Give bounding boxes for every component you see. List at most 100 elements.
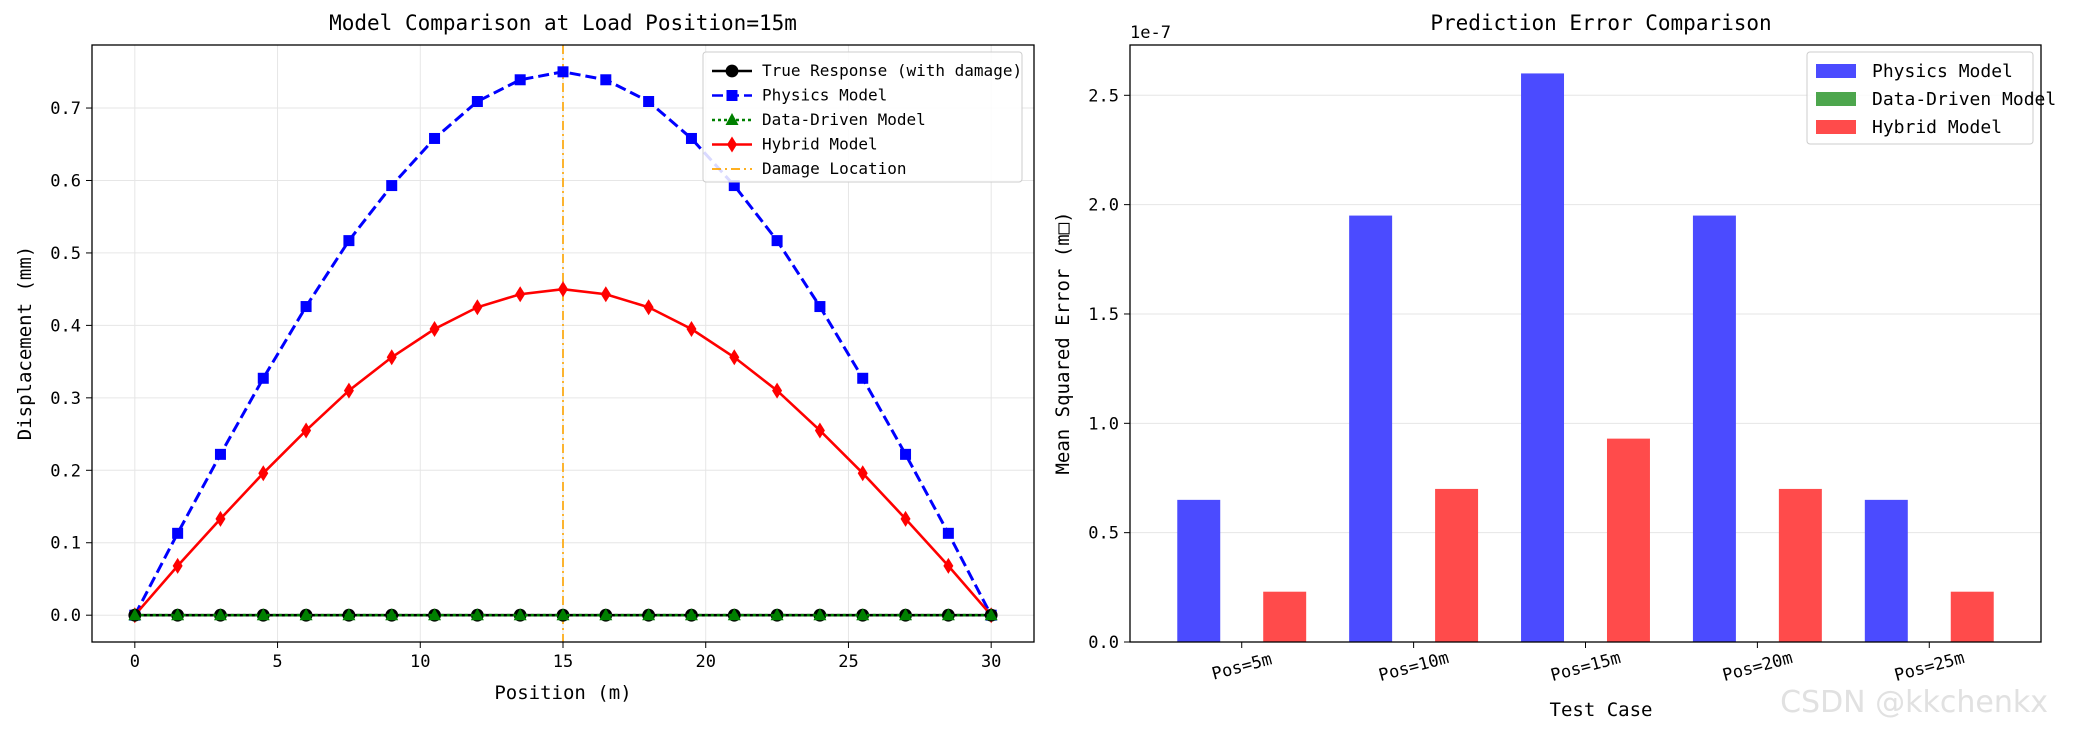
- right-chart-title: Prediction Error Comparison: [1430, 11, 1771, 35]
- left-series-group: [128, 66, 998, 624]
- right-y-tick-label: 2.5: [1088, 86, 1119, 106]
- right-legend: Physics Model Data-Driven Model Hybrid Mod…: [1806, 51, 2056, 145]
- legend-marker: [727, 136, 737, 153]
- data-point: [685, 132, 697, 144]
- data-point: [257, 372, 269, 384]
- left-y-tick-label: 0.4: [50, 316, 81, 336]
- data-point: [727, 608, 741, 621]
- watermark-text: CSDN @kkchenkx: [1780, 685, 2048, 720]
- data-point: [299, 608, 313, 621]
- right-y-ticks: 0.0 0.5 1.0 1.5 2.0 2.5: [1088, 86, 1130, 653]
- data-point: [429, 321, 440, 338]
- legend-label: Data-Driven Model: [762, 110, 926, 129]
- legend-swatch: [1816, 92, 1856, 106]
- data-point: [984, 608, 998, 621]
- right-y-offset-text: 1e-7: [1130, 23, 1171, 43]
- data-point: [899, 608, 913, 621]
- left-y-ticks: 0.0 0.1 0.2 0.3 0.4 0.5 0.6 0.7: [50, 99, 92, 626]
- data-point: [301, 422, 312, 439]
- left-chart-title: Model Comparison at Load Position=15m: [329, 11, 797, 35]
- bar: [1864, 499, 1908, 642]
- data-point: [857, 465, 868, 482]
- data-point: [686, 321, 697, 338]
- data-point: [172, 557, 183, 574]
- bar: [1606, 438, 1650, 642]
- legend-label: Damage Location: [762, 159, 907, 178]
- data-point: [556, 608, 570, 621]
- data-point: [643, 96, 655, 108]
- left-y-tick-label: 0.2: [50, 461, 81, 481]
- legend-swatch: [1816, 64, 1856, 78]
- left-x-tick-label: 10: [410, 652, 430, 672]
- right-y-tick-label: 2.0: [1088, 196, 1119, 216]
- left-x-tick-label: 0: [130, 652, 140, 672]
- data-point: [642, 608, 656, 621]
- right-x-tick-label: Pos=5m: [1210, 649, 1275, 684]
- data-point: [470, 608, 484, 621]
- data-point: [600, 74, 612, 86]
- data-point: [214, 448, 226, 460]
- data-point: [385, 608, 399, 621]
- legend-label: Hybrid Model: [762, 135, 878, 154]
- left-legend-box: [702, 51, 1023, 183]
- left-x-ticks: 0 5 10 15 20 25 30: [130, 642, 1001, 672]
- left-y-axis-label: Displacement (mm): [14, 246, 36, 440]
- left-x-tick-label: 15: [553, 652, 573, 672]
- left-y-tick-label: 0.5: [50, 244, 81, 264]
- data-point: [343, 382, 354, 399]
- data-point: [258, 465, 269, 482]
- data-point: [386, 180, 398, 192]
- right-x-tick-label: Pos=25m: [1892, 648, 1966, 686]
- data-point: [770, 608, 784, 621]
- data-point: [814, 301, 826, 313]
- data-point: [472, 299, 483, 316]
- data-point: [728, 180, 740, 192]
- bar: [1778, 488, 1822, 642]
- data-point: [429, 132, 441, 144]
- data-point: [386, 349, 397, 366]
- data-point: [428, 608, 442, 621]
- right-x-tick-label: Pos=15m: [1549, 648, 1623, 686]
- bar: [1349, 215, 1393, 643]
- right-y-tick-label: 1.0: [1088, 414, 1119, 434]
- left-y-tick-label: 0.3: [50, 389, 81, 409]
- bar: [1521, 73, 1565, 642]
- bar: [1435, 488, 1479, 642]
- legend-label: Physics Model: [1872, 61, 2013, 82]
- data-point: [213, 608, 227, 621]
- data-point: [343, 235, 355, 247]
- data-point: [171, 608, 185, 621]
- right-x-ticks: Pos=5m Pos=10m Pos=15m Pos=20m Pos=25m: [1210, 642, 1967, 686]
- data-point: [856, 608, 870, 621]
- left-x-tick-label: 30: [981, 652, 1001, 672]
- data-point: [599, 608, 613, 621]
- data-point: [941, 608, 955, 621]
- legend-label: Hybrid Model: [1872, 117, 2002, 138]
- data-point: [256, 608, 270, 621]
- data-point: [515, 286, 526, 303]
- data-point: [300, 301, 312, 313]
- legend-label: Physics Model: [762, 86, 887, 105]
- left-chart: Model Comparison at Load Position=15m 0 5…: [14, 11, 1035, 704]
- data-point: [772, 382, 783, 399]
- right-y-tick-label: 1.5: [1088, 305, 1119, 325]
- data-point: [943, 557, 954, 574]
- left-y-tick-label: 0.7: [50, 99, 81, 119]
- data-point: [128, 608, 142, 621]
- data-point: [813, 608, 827, 621]
- bar: [1263, 591, 1307, 642]
- data-point: [513, 608, 527, 621]
- bar: [1950, 591, 1994, 642]
- data-point: [342, 608, 356, 621]
- left-x-tick-label: 20: [695, 652, 715, 672]
- right-chart: Prediction Error Comparison 1e-7 Pos=5m P…: [1052, 11, 2056, 721]
- data-point: [684, 608, 698, 621]
- series-physics-model: [129, 66, 997, 621]
- right-y-axis-label: Mean Squared Error (m□): [1052, 211, 1074, 474]
- data-point: [900, 510, 911, 527]
- left-y-tick-label: 0.0: [50, 606, 81, 626]
- data-point: [643, 299, 654, 316]
- data-point: [557, 66, 569, 78]
- data-point: [942, 527, 954, 539]
- series-data-driven-model: [128, 608, 998, 621]
